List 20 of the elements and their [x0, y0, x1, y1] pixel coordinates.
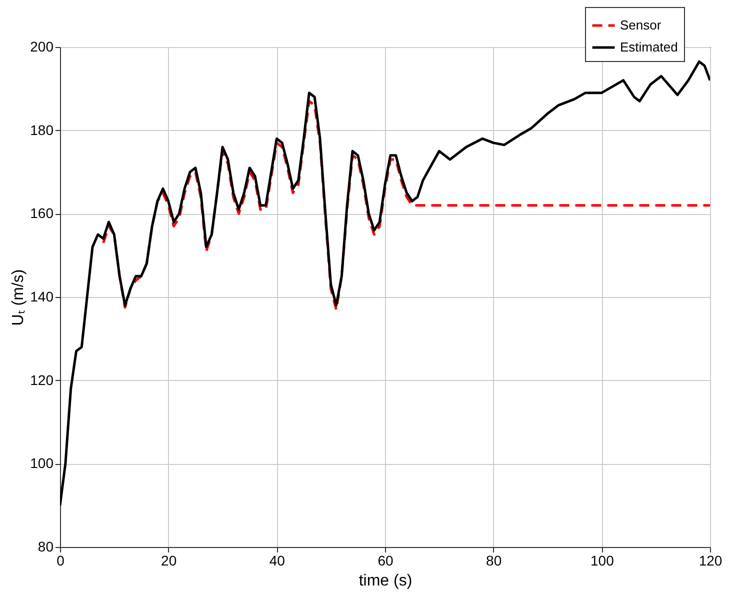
x-tick-label: 80	[486, 552, 502, 568]
legend-label: Estimated	[620, 40, 678, 54]
y-tick-label: 80	[38, 538, 54, 554]
line-series	[60, 60, 710, 507]
x-tick-label: 0	[56, 552, 65, 568]
x-tick-label: 40	[269, 552, 286, 568]
x-tick-label: 20	[161, 552, 177, 568]
y-tick-label: 100	[30, 455, 54, 472]
legend-label: Sensor	[620, 18, 662, 32]
x-tick-label: 60	[378, 552, 394, 568]
y-tick-label: 180	[30, 122, 54, 138]
y-tick-label: 140	[30, 288, 54, 304]
x-axis-title: time (s)	[358, 572, 412, 590]
line-series	[102, 100, 710, 311]
x-tick-label: 120	[698, 552, 722, 568]
y-tick-label: 160	[30, 205, 54, 222]
x-tick-label: 100	[590, 552, 614, 568]
y-axis-title: Uₜ (m/s)	[10, 269, 28, 326]
y-tick-label: 200	[30, 38, 54, 54]
y-tick-label: 120	[30, 372, 54, 388]
